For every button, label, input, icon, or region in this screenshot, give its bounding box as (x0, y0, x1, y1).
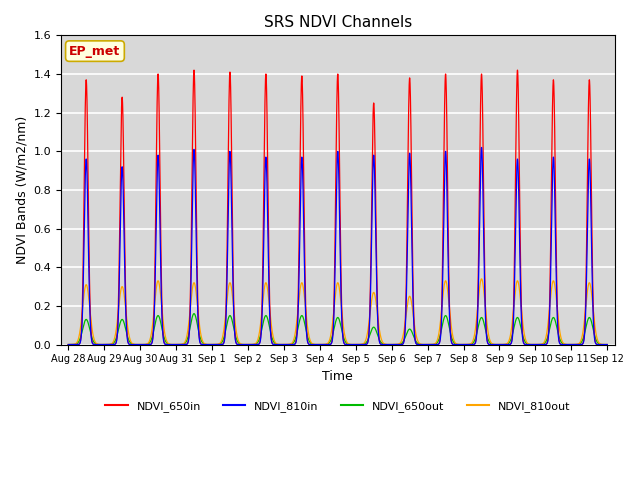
Legend: NDVI_650in, NDVI_810in, NDVI_650out, NDVI_810out: NDVI_650in, NDVI_810in, NDVI_650out, NDV… (101, 396, 575, 416)
Text: EP_met: EP_met (69, 45, 120, 58)
Title: SRS NDVI Channels: SRS NDVI Channels (264, 15, 412, 30)
X-axis label: Time: Time (323, 370, 353, 383)
Y-axis label: NDVI Bands (W/m2/nm): NDVI Bands (W/m2/nm) (15, 116, 28, 264)
